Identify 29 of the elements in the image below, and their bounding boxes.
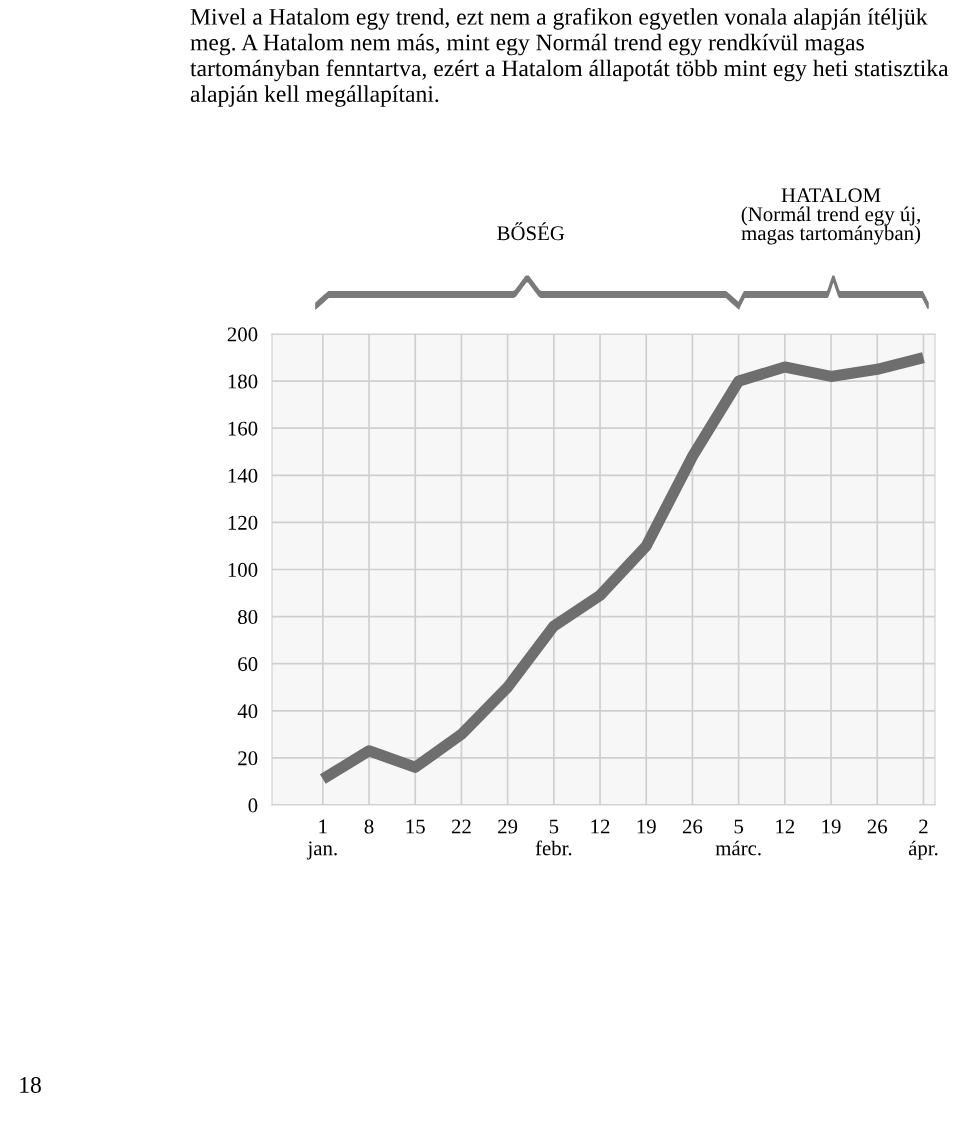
x-tick-label: 12: [776, 819, 795, 834]
y-tick-label: 120: [228, 515, 258, 530]
x-tick-label: 2 ápr.: [908, 819, 938, 860]
y-tick-label: 60: [238, 657, 258, 672]
x-tick-label: 1 jan.: [306, 819, 337, 860]
text: HATALOM (Normál trend egy új, magas tartományban): [741, 188, 921, 245]
x-tick-label: 19: [822, 819, 841, 834]
x-tick-label: 15: [406, 819, 425, 834]
y-tick-label: 100: [228, 562, 258, 577]
x-tick-label: 5 márc.: [715, 819, 761, 856]
x-tick-label: 29: [498, 819, 518, 834]
x-tick-label: 8: [364, 819, 374, 834]
x-tick-label: 12: [591, 819, 610, 834]
x-tick-label: 5 febr.: [535, 819, 572, 856]
y-tick-label: 40: [237, 704, 258, 719]
x-tick-label: 26: [682, 819, 703, 834]
text: Mivel a Hatalom egy trend, ezt nem a grafikon egyetlen vonala alapján ítéljük meg. A Hatalom nem más, mint egy Normál trend egy rendkívül magas tartományban fenntartva, ezért a Hatalom állapotát több mint egy heti statisztika alapján kell megállapítani.: [190, 8, 949, 107]
x-tick-label: 22: [451, 819, 471, 834]
y-tick-label: 0: [248, 798, 258, 813]
x-tick-label: 26: [867, 819, 888, 834]
x-tick-label: 19: [637, 819, 656, 834]
text: BŐSÉG: [497, 222, 565, 241]
y-tick-label: 20: [238, 751, 258, 766]
text: 18: [20, 1076, 41, 1093]
y-tick-label: 180: [228, 374, 258, 389]
y-tick-label: 160: [228, 421, 258, 436]
y-tick-label: 200: [227, 327, 258, 342]
y-tick-label: 140: [228, 468, 258, 483]
y-tick-label: 80: [238, 609, 258, 625]
